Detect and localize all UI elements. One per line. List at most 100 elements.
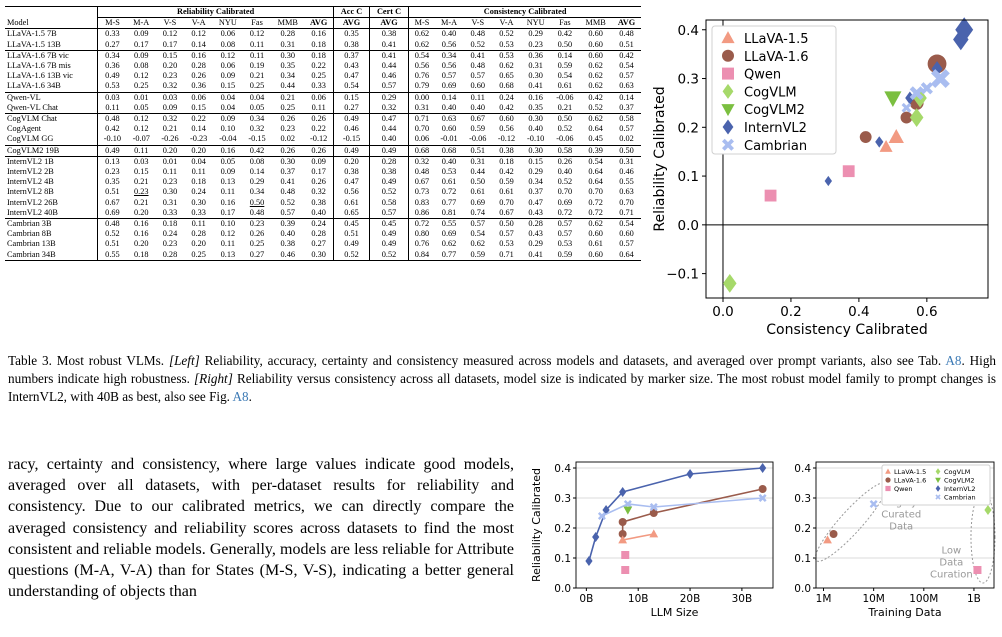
column-header: AVG (612, 17, 641, 30)
table-cell: 0.71 (619, 207, 634, 217)
table-cell: 0.72 (588, 207, 603, 217)
table-cell: 0.58 (550, 144, 580, 157)
table-cell: 0.26 (311, 177, 326, 187)
table-cell: 0.61 (470, 187, 486, 197)
table-cell: 0.56 (441, 39, 457, 49)
table-cell: 0.65 (333, 207, 370, 219)
legend-box (881, 464, 991, 506)
table-cell: 0.48 (249, 207, 265, 217)
legend-label: CogVLM2 (944, 477, 974, 485)
table-ref-link[interactable]: A8 (945, 353, 962, 368)
table-cell: 0.69 (441, 229, 457, 239)
table-cell: 0.76 (408, 71, 435, 82)
table-cell: 0.23 (133, 187, 149, 197)
table-cell: 0.10 (213, 218, 243, 230)
data-point (764, 189, 777, 202)
table-cell: 0.28 (191, 229, 206, 239)
table-cell: 0.55 (96, 249, 127, 261)
table-cell: 0.81 (441, 207, 457, 217)
table-cell: 0.60 (588, 229, 603, 239)
table-cell: 0.56 (441, 61, 457, 71)
table-cell: 0.51 (333, 229, 370, 240)
table-cell: 0.70 (557, 187, 573, 197)
legend-marker (885, 468, 891, 474)
table-cell: 0.59 (499, 177, 514, 187)
table-cell: -0.15 (333, 134, 370, 146)
table-cell: 0.20 (191, 239, 206, 249)
table-row: InternVL2 40B 0.69 0.20 0.33 0.33 0.17 0.48 0.5… (5, 207, 641, 219)
table-cell: 0.20 (184, 144, 214, 157)
table-cell: 0.60 (579, 49, 612, 62)
legend-label: Cambrian (944, 494, 976, 502)
table-cell: 0.05 (133, 102, 149, 112)
table-cell: 0.15 (155, 49, 185, 62)
model-name-cell: InternVL2 40B (7, 207, 58, 217)
table-cell: 0.31 (408, 102, 435, 114)
data-point (621, 551, 630, 559)
annotation-low-curation: Data (939, 558, 963, 569)
table-cell: 0.51 (96, 239, 127, 250)
table-cell: 0.40 (368, 134, 409, 146)
table-cell: 0.43 (528, 229, 543, 239)
table-cell: 0.60 (588, 29, 603, 39)
table-cell: 0.52 (368, 249, 409, 261)
table-cell: -0.06 (469, 134, 487, 144)
table-cell: 0.31 (528, 61, 543, 71)
table-cell: 0.23 (242, 218, 272, 230)
column-header: V-A (492, 17, 521, 30)
x-tick-label: 100M (909, 593, 938, 605)
table-cell: 0.50 (249, 197, 265, 207)
model-name-cell: Cambrian 13B (7, 239, 56, 249)
table-cell: 0.18 (126, 249, 156, 261)
column-header: M-A (126, 17, 156, 30)
table-cell: 0.48 (96, 218, 127, 230)
table-cell: 0.40 (311, 207, 326, 217)
table-cell: 0.17 (311, 167, 326, 177)
table-cell: 0.23 (162, 177, 178, 187)
model-name-cell: CogAgent (7, 124, 42, 134)
table-cell: 0.72 (588, 197, 603, 207)
header-reliability: Reliability Calibrated (96, 5, 334, 19)
table-cell: 0.34 (434, 49, 464, 62)
figure-ref-link[interactable]: A8 (232, 389, 249, 404)
table-cell: 0.22 (311, 61, 326, 71)
legend-label: LLaVA-1.6 (744, 50, 809, 65)
table-cell: 0.43 (528, 207, 543, 217)
model-name-cell: InternVL2 8B (7, 187, 54, 197)
table-cell: 0.11 (242, 49, 272, 62)
plot-frame (575, 461, 774, 589)
table-row: CogVLM Chat 0.48 0.12 0.32 0.22 0.09 0.34 0.26 0… (5, 113, 641, 125)
table-cell: 0.09 (162, 102, 178, 112)
column-header: NYU (520, 17, 551, 30)
data-point (621, 566, 630, 574)
y-tick-label: 0.0 (794, 583, 811, 595)
table-cell: 0.28 (520, 218, 551, 230)
table-cell: 0.57 (619, 239, 634, 249)
table-cell: 0.62 (579, 218, 612, 230)
table-cell: 0.09 (133, 29, 149, 39)
table-cell: 0.18 (304, 49, 334, 62)
table-cell: 0.57 (499, 229, 514, 239)
table-cell: 0.24 (162, 229, 178, 239)
table-cell: 0.34 (280, 71, 296, 81)
table-cell: 0.53 (499, 239, 514, 249)
table-cell: 0.35 (96, 177, 127, 188)
table-cell: 0.34 (242, 113, 272, 125)
table-cell: 0.34 (528, 177, 543, 187)
column-header: MMB (579, 17, 612, 30)
table-cell: 0.38 (333, 39, 370, 51)
table-cell: 0.61 (333, 197, 370, 208)
y-tick-label: 0.4 (554, 463, 571, 475)
model-name-cell: CogVLM Chat (5, 113, 98, 125)
table-cell: 0.67 (463, 113, 493, 125)
table-cell: 0.40 (280, 229, 296, 239)
table-cell: 0.51 (619, 39, 634, 49)
table-cell: 0.61 (588, 239, 603, 249)
legend-label: CogVLM (744, 85, 797, 100)
table-cell: 0.25 (133, 81, 149, 91)
table-cell: 0.54 (619, 61, 634, 71)
legend-label: CogVLM (944, 468, 970, 476)
table-cell: 0.72 (557, 207, 573, 217)
x-tick-label: 1B (967, 593, 981, 605)
